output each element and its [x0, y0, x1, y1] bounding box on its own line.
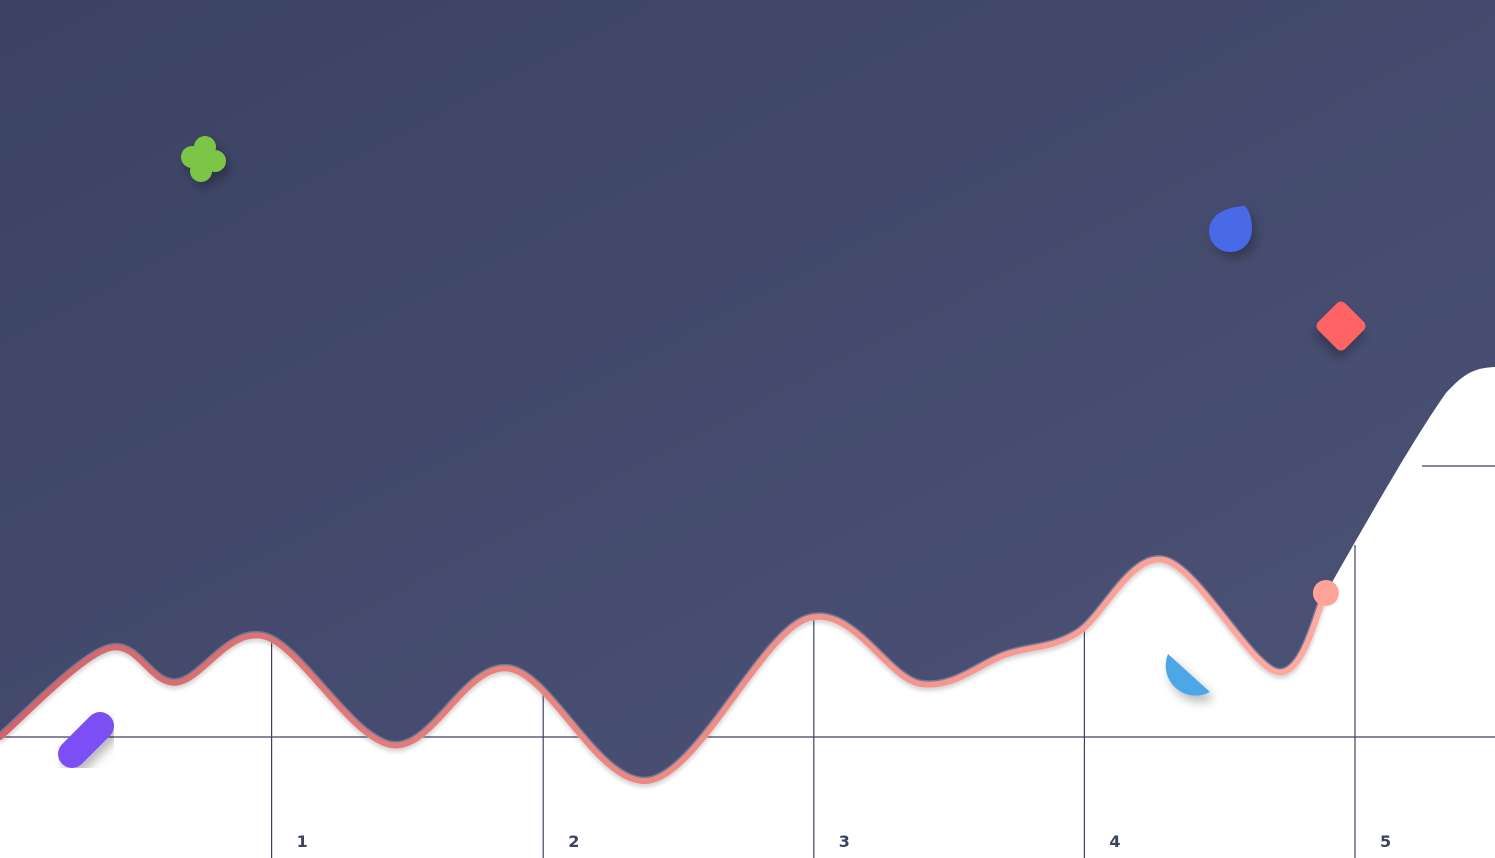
x-axis-ticks: 1 2 3 4 5: [297, 832, 1392, 851]
x-tick-label: 4: [1109, 832, 1120, 851]
clover-icon: [181, 136, 226, 182]
series-line: [0, 556, 1329, 784]
decorations: [58, 136, 1366, 768]
x-tick-label: 5: [1380, 832, 1391, 851]
x-tick-label: 3: [839, 832, 850, 851]
data-point-endpoint: [1312, 580, 1339, 606]
x-tick-label: 2: [568, 832, 579, 851]
quarter-circle-icon: [1165, 654, 1210, 696]
background-area: [0, 0, 1495, 782]
x-tick-label: 1: [297, 832, 308, 851]
series-points: [1312, 580, 1339, 606]
droplet-icon: [1209, 206, 1252, 252]
diamond-icon: [1316, 301, 1366, 351]
pill-icon: [58, 712, 114, 768]
